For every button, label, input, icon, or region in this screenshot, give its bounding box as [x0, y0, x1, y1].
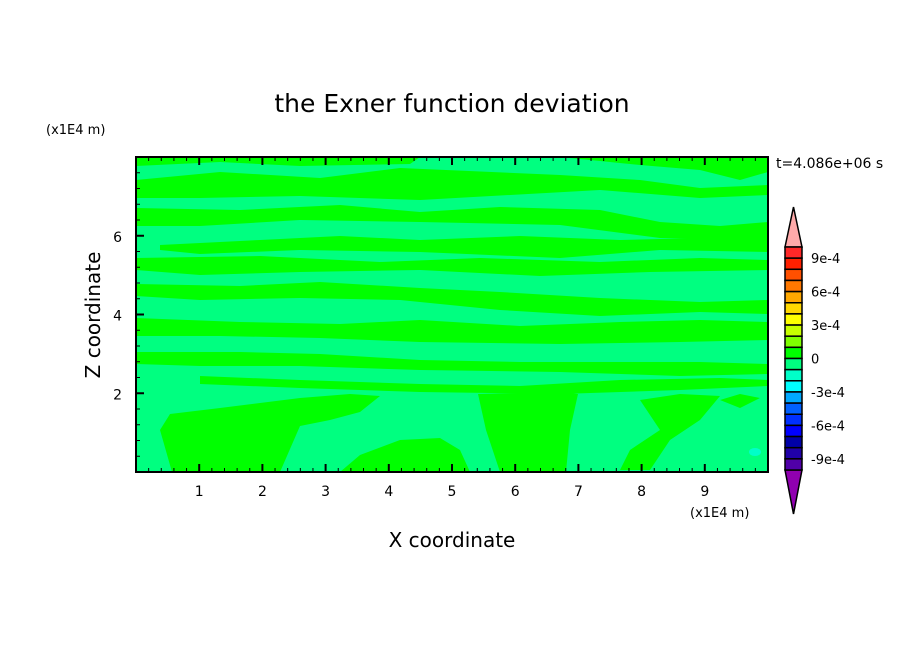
colorbar-box [784, 458, 803, 471]
colorbar-box [784, 335, 803, 349]
x-tick-label: 3 [321, 484, 330, 500]
contour-region-positive [136, 282, 768, 316]
colorbar-tick-label: 6e-4 [811, 286, 840, 301]
time-label: t=4.086e+06 s [776, 156, 883, 172]
colorbar-over-triangle [784, 206, 803, 248]
colorbar-box [784, 313, 803, 326]
contour-region-positive [136, 205, 768, 240]
x-tick-label: 7 [574, 484, 583, 500]
colorbar-box [784, 246, 803, 259]
x-tick-label: 4 [384, 484, 393, 500]
colorbar-tick-label: 0 [811, 353, 819, 368]
colorbar-box [784, 257, 803, 271]
colorbar-tick-label: 9e-4 [811, 252, 840, 267]
contour-region-positive [136, 318, 768, 344]
x-tick-label: 8 [637, 484, 646, 500]
colorbar-box [784, 357, 803, 371]
x-axis-label: X coordinate [389, 528, 516, 552]
contour-region-positive [200, 376, 768, 394]
axes: 1 2 3 4 5 6 7 8 9 2 4 6 [113, 156, 769, 500]
chart-title: the Exner function deviation [274, 89, 629, 118]
colorbar-box [784, 435, 803, 449]
colorbar-box [784, 391, 803, 404]
colorbar: 9e-4 6e-4 3e-4 0 -3e-4 -6e-4 -9e-4 [784, 206, 845, 515]
colorbar-box [784, 324, 803, 337]
x-unit-label: (x1E4 m) [690, 506, 749, 521]
y-unit-label: (x1E4 m) [46, 123, 105, 138]
contour-region-positive [136, 352, 768, 376]
contour-region-positive [136, 168, 768, 200]
x-tick-label: 5 [448, 484, 457, 500]
colorbar-tick-label: 3e-4 [811, 319, 840, 334]
colorbar-box [784, 279, 803, 293]
colorbar-box [784, 290, 803, 304]
colorbar-box [784, 446, 803, 460]
colorbar-tick-label: -9e-4 [811, 453, 845, 468]
colorbar-tick-label: -6e-4 [811, 419, 845, 434]
x-tick-label: 6 [511, 484, 520, 500]
y-tick-label: 6 [113, 230, 122, 246]
contour-region-positive [560, 157, 768, 180]
x-tick-label: 9 [700, 484, 709, 500]
y-axis-label: Z coordinate [81, 252, 105, 379]
contour-region-positive [136, 256, 768, 276]
contour-region-negative [749, 448, 761, 456]
contour-region-positive [160, 236, 768, 258]
contour-region-positive [160, 394, 380, 472]
colorbar-tick-label: -3e-4 [811, 386, 845, 401]
contour-region-positive [478, 392, 578, 472]
y-tick-label: 4 [113, 309, 122, 325]
x-tick-label: 1 [195, 484, 204, 500]
colorbar-box [784, 402, 803, 416]
contour-field [136, 157, 768, 472]
contour-region-positive [136, 157, 420, 166]
contour-region-positive [620, 394, 720, 470]
colorbar-box [784, 268, 803, 282]
colorbar-box [784, 424, 803, 438]
x-tick-label: 2 [258, 484, 267, 500]
colorbar-box [784, 380, 803, 393]
colorbar-box [784, 346, 803, 360]
contour-region-positive [340, 438, 470, 472]
colorbar-box [784, 302, 803, 315]
colorbar-under-triangle [784, 469, 803, 515]
contour-region-positive [720, 394, 760, 408]
colorbar-box [784, 368, 803, 382]
colorbar-box [784, 413, 803, 427]
y-tick-label: 2 [113, 387, 122, 403]
